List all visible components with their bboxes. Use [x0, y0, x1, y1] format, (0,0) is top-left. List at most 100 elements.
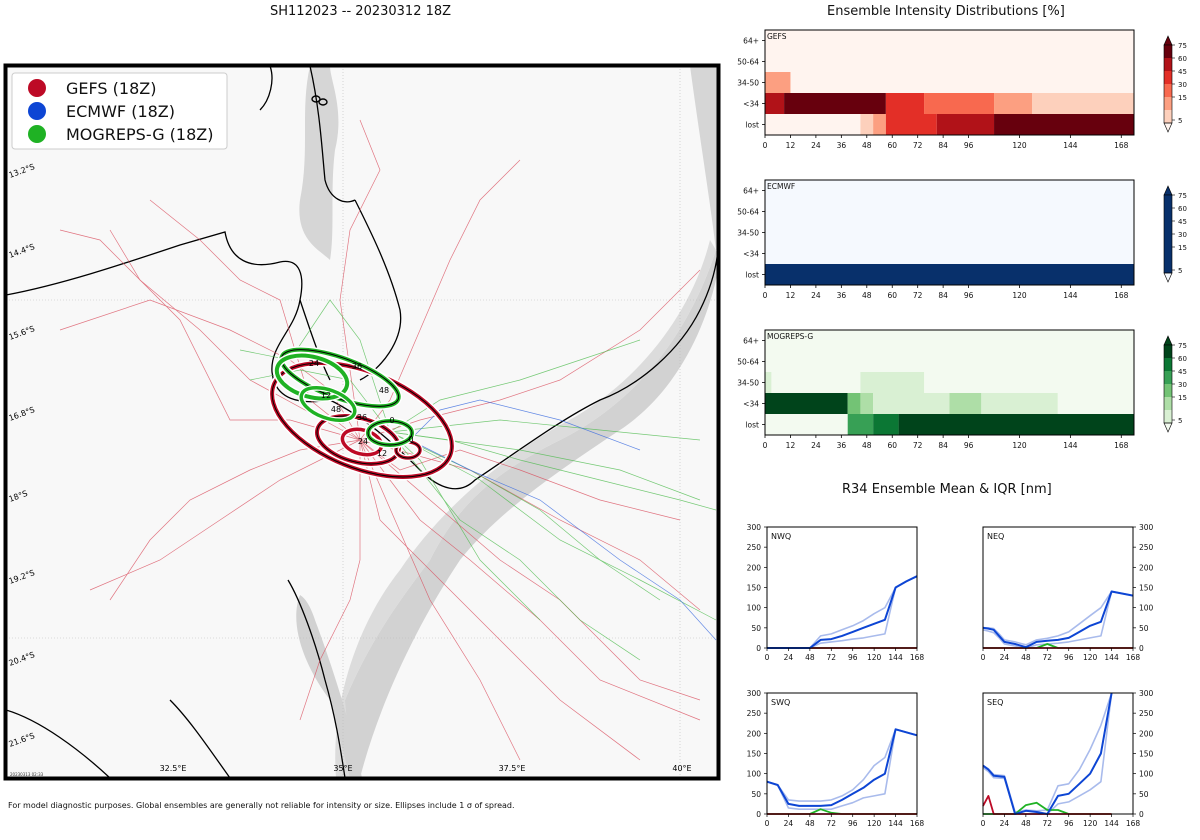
x-tick-label: 96 [964, 291, 974, 300]
heatmap-cell [981, 393, 1058, 414]
x-tick-label: 84 [938, 141, 948, 150]
x-tick-label: 48 [862, 141, 872, 150]
colorbar-tick-label: 5 [1178, 267, 1182, 275]
intensity-panel: GEFS 64+ 50-64 34-50 <34 lost 0 12 24 36 48 60 72 84 9… [737, 29, 1187, 150]
x-tick-label: 96 [964, 141, 974, 150]
colorbar-band [1164, 195, 1172, 208]
heatmap-panel-label: MOGREPS-G [767, 332, 813, 341]
x-tick-label: 72 [1043, 819, 1053, 828]
y-tick-label: 250 [1139, 709, 1154, 718]
intensity-title: Ensemble Intensity Distributions [%] [827, 4, 1065, 19]
x-tick-label: 96 [848, 819, 858, 828]
heatmap-cell [885, 114, 937, 135]
mog-tau-48: 48 [379, 386, 389, 395]
heatmap-cell [873, 114, 886, 135]
y-tick-label: lost [745, 421, 759, 430]
colorbar-tick-label: 15 [1178, 394, 1187, 402]
colorbar: 75 60 45 30 15 5 [1163, 35, 1187, 133]
colorbar-band [1164, 384, 1172, 397]
colorbar-tick-label: 75 [1178, 192, 1187, 200]
colorbar-band [1164, 71, 1172, 84]
colorbar-band [1164, 260, 1172, 273]
y-tick-label: 0 [756, 810, 761, 819]
x-tick-label: 24 [784, 653, 794, 662]
x-tick-label: 24 [811, 141, 821, 150]
y-tick-label: 150 [747, 584, 762, 593]
panel-label: SWQ [771, 698, 790, 707]
heatmap-cell [847, 393, 861, 414]
y-tick-label: 250 [1139, 543, 1154, 552]
y-tick-label: 34-50 [737, 379, 759, 388]
y-tick-label: 50-64 [737, 358, 759, 367]
lon-label: 37.5°E [499, 764, 526, 773]
y-tick-label: 300 [1139, 523, 1154, 532]
y-tick-label: 64+ [743, 37, 759, 46]
colorbar-band [1164, 221, 1172, 234]
plot-area [983, 527, 1133, 648]
track-map: 0 12 24 36 48 0 12 24 36 48 13.2°S 14.4°… [3, 63, 721, 781]
colorbar-band [1164, 397, 1172, 410]
x-tick-label: 60 [887, 441, 897, 450]
heatmap-cell [765, 72, 791, 93]
x-tick-label: 120 [1083, 653, 1098, 662]
y-tick-label: 50-64 [737, 58, 759, 67]
r34-panel: NWQ 0 50 100 150 200 250 300 0 24 48 72 96 120 144 168 [747, 523, 925, 662]
y-tick-label: 300 [747, 523, 762, 532]
lon-label: 32.5°E [160, 764, 187, 773]
x-tick-label: 48 [862, 291, 872, 300]
colorbar-band [1164, 110, 1172, 123]
y-tick-label: 0 [1139, 644, 1144, 653]
series-line-ecmwf-mean [982, 692, 1113, 815]
y-tick-label: 200 [747, 563, 762, 572]
y-tick-label: 250 [747, 543, 762, 552]
y-tick-label: 50 [1139, 790, 1149, 799]
y-tick-label: 100 [747, 604, 762, 613]
x-tick-label: 24 [784, 819, 794, 828]
x-tick-label: 24 [1000, 653, 1010, 662]
mog-tau-12: 12 [321, 391, 331, 400]
y-tick-label: <34 [743, 250, 759, 259]
colorbar-top-arrow [1163, 185, 1173, 196]
colorbar-tick-label: 30 [1178, 381, 1187, 389]
series-line-ecmwf-iqr-high [983, 590, 1134, 646]
colorbar-tick-label: 60 [1178, 355, 1187, 363]
x-tick-label: 120 [1012, 441, 1027, 450]
y-tick-label: 64+ [743, 337, 759, 346]
small-island [311, 95, 328, 106]
heatmap-cell [765, 264, 1134, 285]
y-tick-label: 0 [756, 644, 761, 653]
colorbar-band [1164, 345, 1172, 358]
colorbar-tick-label: 45 [1178, 368, 1187, 376]
lon-label: 40°E [672, 764, 691, 773]
heatmap-cell [873, 393, 950, 414]
x-tick-label: 0 [765, 819, 770, 828]
x-tick-label: 120 [1012, 141, 1027, 150]
gefs-tau-0: 0 [408, 435, 413, 444]
series-line-ecmwf-mean [982, 590, 1134, 649]
x-tick-label: 72 [913, 441, 923, 450]
colorbar-band [1164, 234, 1172, 247]
r34-title: R34 Ensemble Mean & IQR [nm] [842, 482, 1052, 497]
x-tick-label: 168 [910, 819, 925, 828]
x-tick-label: 72 [827, 819, 837, 828]
colorbar-band [1164, 371, 1172, 384]
y-tick-label: 100 [1139, 770, 1154, 779]
lon-label: 35°E [333, 764, 352, 773]
x-tick-label: 0 [763, 141, 768, 150]
x-tick-label: 96 [848, 653, 858, 662]
mog-tau-36: 36 [352, 362, 362, 371]
heatmap-cell [873, 414, 899, 435]
heatmap-cell [924, 93, 995, 114]
x-tick-label: 96 [1064, 819, 1074, 828]
x-tick-label: 120 [1083, 819, 1098, 828]
legend-gefs-marker [28, 79, 46, 97]
coastline [6, 66, 718, 778]
intensity-panels: GEFS 64+ 50-64 34-50 <34 lost 0 12 24 36 48 60 72 84 9… [737, 29, 1187, 450]
ocean-shading [296, 66, 718, 778]
x-tick-label: 0 [763, 441, 768, 450]
lon-labels: 32.5°E 35°E 37.5°E 40°E [160, 764, 692, 773]
panel-label: NEQ [987, 532, 1004, 541]
heatmap-cell [765, 393, 848, 414]
y-tick-label: 34-50 [737, 229, 759, 238]
